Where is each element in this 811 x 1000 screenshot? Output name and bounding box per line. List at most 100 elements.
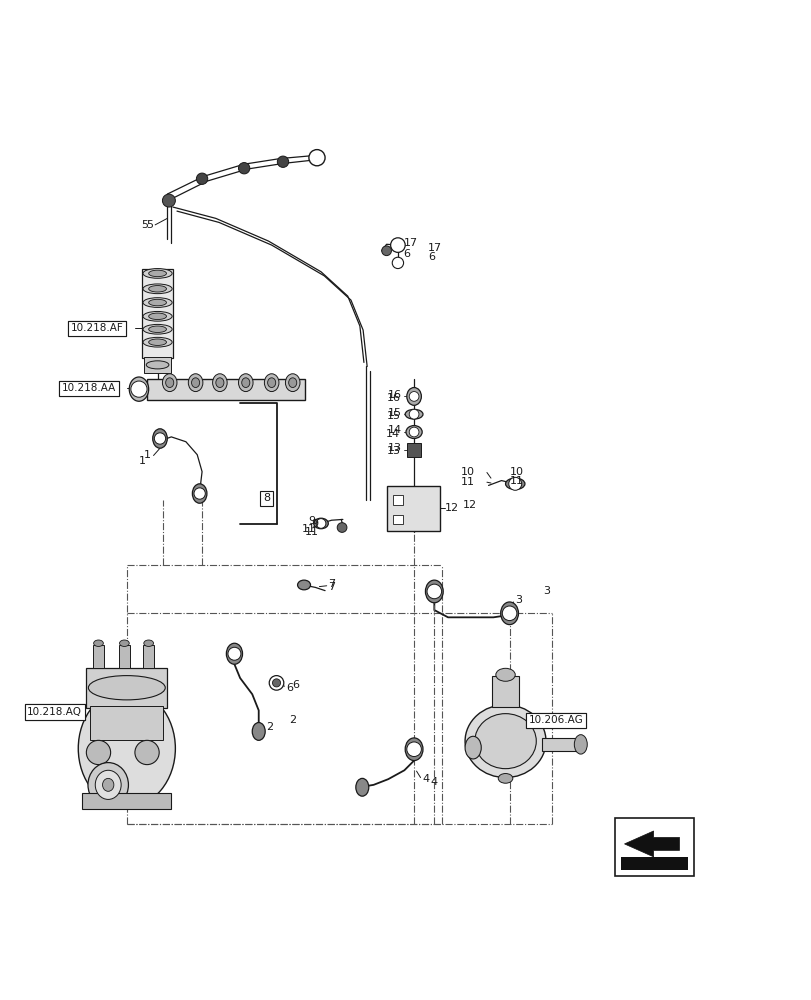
Text: 10: 10 xyxy=(509,467,523,477)
Ellipse shape xyxy=(406,426,422,438)
Text: 14: 14 xyxy=(388,425,401,435)
Ellipse shape xyxy=(425,580,443,603)
Ellipse shape xyxy=(252,723,265,740)
Ellipse shape xyxy=(88,676,165,700)
Ellipse shape xyxy=(148,313,166,320)
Text: 16: 16 xyxy=(386,393,400,403)
Circle shape xyxy=(238,163,250,174)
Circle shape xyxy=(409,409,418,419)
Text: 10.218.AA: 10.218.AA xyxy=(62,383,116,393)
Text: 4: 4 xyxy=(422,774,429,784)
Bar xyxy=(387,486,440,531)
Circle shape xyxy=(508,477,521,490)
Ellipse shape xyxy=(573,735,586,754)
Text: 1: 1 xyxy=(138,456,145,466)
Ellipse shape xyxy=(216,378,224,388)
Ellipse shape xyxy=(148,286,166,292)
Ellipse shape xyxy=(498,774,513,783)
Text: 14: 14 xyxy=(386,429,400,439)
Bar xyxy=(147,379,304,400)
Bar xyxy=(118,645,130,668)
Text: 16: 16 xyxy=(388,390,401,400)
Ellipse shape xyxy=(148,270,166,277)
Ellipse shape xyxy=(465,705,545,778)
Ellipse shape xyxy=(313,518,328,529)
Text: 5: 5 xyxy=(145,220,152,230)
Ellipse shape xyxy=(505,478,524,489)
Ellipse shape xyxy=(143,324,172,334)
Ellipse shape xyxy=(86,740,110,765)
Circle shape xyxy=(311,152,322,163)
Ellipse shape xyxy=(78,690,175,807)
Circle shape xyxy=(272,679,281,687)
Text: 10.218.AA: 10.218.AA xyxy=(62,383,116,393)
Ellipse shape xyxy=(474,714,535,769)
Ellipse shape xyxy=(496,668,515,681)
Circle shape xyxy=(337,523,346,532)
Ellipse shape xyxy=(288,378,296,388)
Text: 4: 4 xyxy=(430,777,437,787)
Text: 10.218.AQ: 10.218.AQ xyxy=(28,707,82,717)
Text: 17: 17 xyxy=(403,238,417,248)
Text: 11: 11 xyxy=(509,476,523,486)
Ellipse shape xyxy=(146,361,169,369)
Ellipse shape xyxy=(165,378,174,388)
Ellipse shape xyxy=(152,429,167,448)
Ellipse shape xyxy=(119,640,129,646)
Ellipse shape xyxy=(238,374,253,392)
Text: 10.206.AG: 10.206.AG xyxy=(528,715,582,725)
Bar xyxy=(144,357,171,373)
Text: 6: 6 xyxy=(427,252,435,262)
Ellipse shape xyxy=(144,640,153,646)
Ellipse shape xyxy=(268,378,276,388)
Ellipse shape xyxy=(242,378,250,388)
Bar xyxy=(491,676,519,707)
Text: 10.218.AF: 10.218.AF xyxy=(71,323,123,333)
Circle shape xyxy=(406,742,421,757)
Circle shape xyxy=(315,519,325,528)
Text: 13: 13 xyxy=(388,443,401,453)
Bar xyxy=(90,706,163,740)
Bar xyxy=(82,793,171,809)
Ellipse shape xyxy=(264,374,279,392)
Ellipse shape xyxy=(148,339,166,345)
Ellipse shape xyxy=(148,299,166,306)
Ellipse shape xyxy=(143,284,172,294)
Ellipse shape xyxy=(162,374,177,392)
Ellipse shape xyxy=(500,602,518,625)
Text: 11: 11 xyxy=(304,527,318,537)
Ellipse shape xyxy=(191,378,200,388)
Ellipse shape xyxy=(212,374,227,392)
Circle shape xyxy=(162,194,175,207)
Ellipse shape xyxy=(129,377,148,401)
Bar xyxy=(614,818,693,876)
Text: 7: 7 xyxy=(328,582,335,592)
Circle shape xyxy=(154,433,165,444)
Circle shape xyxy=(381,246,391,256)
Bar xyxy=(86,668,167,708)
Text: 10.206.AG: 10.206.AG xyxy=(528,715,582,725)
Text: 1: 1 xyxy=(144,450,151,460)
Text: 7: 7 xyxy=(328,579,335,589)
Circle shape xyxy=(409,427,418,437)
Text: 11: 11 xyxy=(301,524,315,534)
Text: 11: 11 xyxy=(461,477,474,487)
Ellipse shape xyxy=(226,643,242,664)
Ellipse shape xyxy=(143,298,172,307)
Bar xyxy=(92,645,104,668)
Bar xyxy=(406,443,421,457)
Ellipse shape xyxy=(135,740,159,765)
Ellipse shape xyxy=(297,580,310,590)
Circle shape xyxy=(194,488,205,499)
Text: 15: 15 xyxy=(386,411,400,421)
Text: 2: 2 xyxy=(288,715,295,725)
Bar xyxy=(541,738,580,751)
Circle shape xyxy=(427,584,441,599)
Ellipse shape xyxy=(355,778,368,796)
Ellipse shape xyxy=(143,269,172,278)
Circle shape xyxy=(196,173,208,184)
Ellipse shape xyxy=(148,326,166,332)
Ellipse shape xyxy=(465,736,481,759)
Circle shape xyxy=(228,647,241,660)
Circle shape xyxy=(269,676,284,690)
